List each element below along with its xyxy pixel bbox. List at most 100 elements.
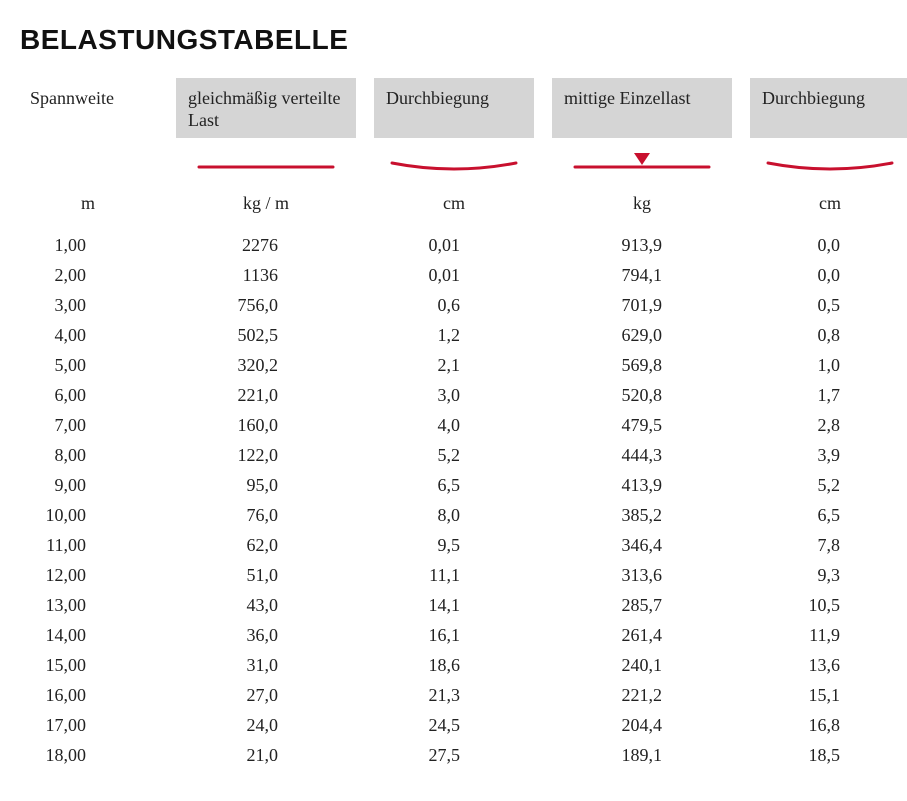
table-cell: 221,2 <box>552 680 732 710</box>
table-cell: 16,8 <box>750 710 907 740</box>
table-cell: 18,5 <box>750 740 907 770</box>
table-cell: 701,9 <box>552 290 732 320</box>
table-cell: 6,5 <box>374 470 534 500</box>
table-cell: 10,00 <box>18 500 158 530</box>
table-cell: 520,8 <box>552 380 732 410</box>
table-cell: 2,1 <box>374 350 534 380</box>
table-cell: 313,6 <box>552 560 732 590</box>
table-cell: 17,00 <box>18 710 158 740</box>
table-cell: 1,7 <box>750 380 907 410</box>
table-cell: 569,8 <box>552 350 732 380</box>
deflection-icon <box>374 141 534 179</box>
icon-cell-empty <box>18 141 158 179</box>
table-cell: 10,5 <box>750 590 907 620</box>
unit-kgm: kg / m <box>176 179 356 230</box>
table-cell: 21,3 <box>374 680 534 710</box>
table-cell: 122,0 <box>176 440 356 470</box>
unit-kg: kg <box>552 179 732 230</box>
table-cell: 502,5 <box>176 320 356 350</box>
table-cell: 4,00 <box>18 320 158 350</box>
table-cell: 479,5 <box>552 410 732 440</box>
table-cell: 8,0 <box>374 500 534 530</box>
table-cell: 6,00 <box>18 380 158 410</box>
table-cell: 346,4 <box>552 530 732 560</box>
table-cell: 0,0 <box>750 230 907 260</box>
table-cell: 3,0 <box>374 380 534 410</box>
table-cell: 1136 <box>176 260 356 290</box>
table-cell: 16,1 <box>374 620 534 650</box>
table-cell: 95,0 <box>176 470 356 500</box>
table-cell: 9,00 <box>18 470 158 500</box>
col-header-einzellast: mittige Einzellast <box>552 78 732 141</box>
distributed-load-icon <box>176 141 356 179</box>
table-cell: 21,0 <box>176 740 356 770</box>
table-cell: 11,1 <box>374 560 534 590</box>
table-cell: 13,00 <box>18 590 158 620</box>
table-cell: 5,2 <box>750 470 907 500</box>
table-cell: 27,0 <box>176 680 356 710</box>
table-cell: 24,5 <box>374 710 534 740</box>
table-cell: 11,00 <box>18 530 158 560</box>
table-cell: 320,2 <box>176 350 356 380</box>
table-cell: 794,1 <box>552 260 732 290</box>
table-cell: 9,5 <box>374 530 534 560</box>
table-cell: 160,0 <box>176 410 356 440</box>
table-cell: 629,0 <box>552 320 732 350</box>
table-cell: 62,0 <box>176 530 356 560</box>
table-cell: 27,5 <box>374 740 534 770</box>
table-cell: 2,8 <box>750 410 907 440</box>
col-header-durchbiegung-2: Durchbiegung <box>750 78 907 141</box>
table-cell: 0,01 <box>374 230 534 260</box>
page-title: BELASTUNGSTABELLE <box>20 24 889 56</box>
unit-m: m <box>18 179 158 230</box>
load-table-page: BELASTUNGSTABELLE Spannweite gleichmäßig… <box>0 0 907 800</box>
table-cell: 3,9 <box>750 440 907 470</box>
table-cell: 5,00 <box>18 350 158 380</box>
table-cell: 15,1 <box>750 680 907 710</box>
table-cell: 0,8 <box>750 320 907 350</box>
table-cell: 240,1 <box>552 650 732 680</box>
table-cell: 11,9 <box>750 620 907 650</box>
table-cell: 756,0 <box>176 290 356 320</box>
table-cell: 4,0 <box>374 410 534 440</box>
table-cell: 0,5 <box>750 290 907 320</box>
col-header-verteilte-last: gleichmäßig verteilte Last <box>176 78 356 141</box>
deflection-icon <box>750 141 907 179</box>
table-cell: 5,2 <box>374 440 534 470</box>
table-cell: 7,8 <box>750 530 907 560</box>
table-cell: 0,6 <box>374 290 534 320</box>
table-cell: 189,1 <box>552 740 732 770</box>
table-cell: 3,00 <box>18 290 158 320</box>
table-cell: 444,3 <box>552 440 732 470</box>
table-cell: 18,00 <box>18 740 158 770</box>
table-cell: 36,0 <box>176 620 356 650</box>
table-cell: 16,00 <box>18 680 158 710</box>
table-cell: 1,0 <box>750 350 907 380</box>
table-cell: 51,0 <box>176 560 356 590</box>
table-cell: 221,0 <box>176 380 356 410</box>
table-cell: 285,7 <box>552 590 732 620</box>
table-cell: 261,4 <box>552 620 732 650</box>
table-cell: 8,00 <box>18 440 158 470</box>
table-cell: 9,3 <box>750 560 907 590</box>
unit-cm-2: cm <box>750 179 907 230</box>
table-cell: 0,0 <box>750 260 907 290</box>
table-cell: 14,1 <box>374 590 534 620</box>
table-cell: 0,01 <box>374 260 534 290</box>
table-cell: 6,5 <box>750 500 907 530</box>
table-cell: 413,9 <box>552 470 732 500</box>
table-cell: 18,6 <box>374 650 534 680</box>
point-load-icon <box>552 141 732 179</box>
table-cell: 31,0 <box>176 650 356 680</box>
table-cell: 15,00 <box>18 650 158 680</box>
col-header-durchbiegung-1: Durchbiegung <box>374 78 534 141</box>
table-cell: 2,00 <box>18 260 158 290</box>
table-cell: 913,9 <box>552 230 732 260</box>
table-cell: 7,00 <box>18 410 158 440</box>
table-cell: 24,0 <box>176 710 356 740</box>
load-table: Spannweite gleichmäßig verteilte Last Du… <box>18 78 889 770</box>
col-header-spannweite: Spannweite <box>18 78 158 141</box>
table-cell: 14,00 <box>18 620 158 650</box>
table-cell: 12,00 <box>18 560 158 590</box>
table-cell: 385,2 <box>552 500 732 530</box>
